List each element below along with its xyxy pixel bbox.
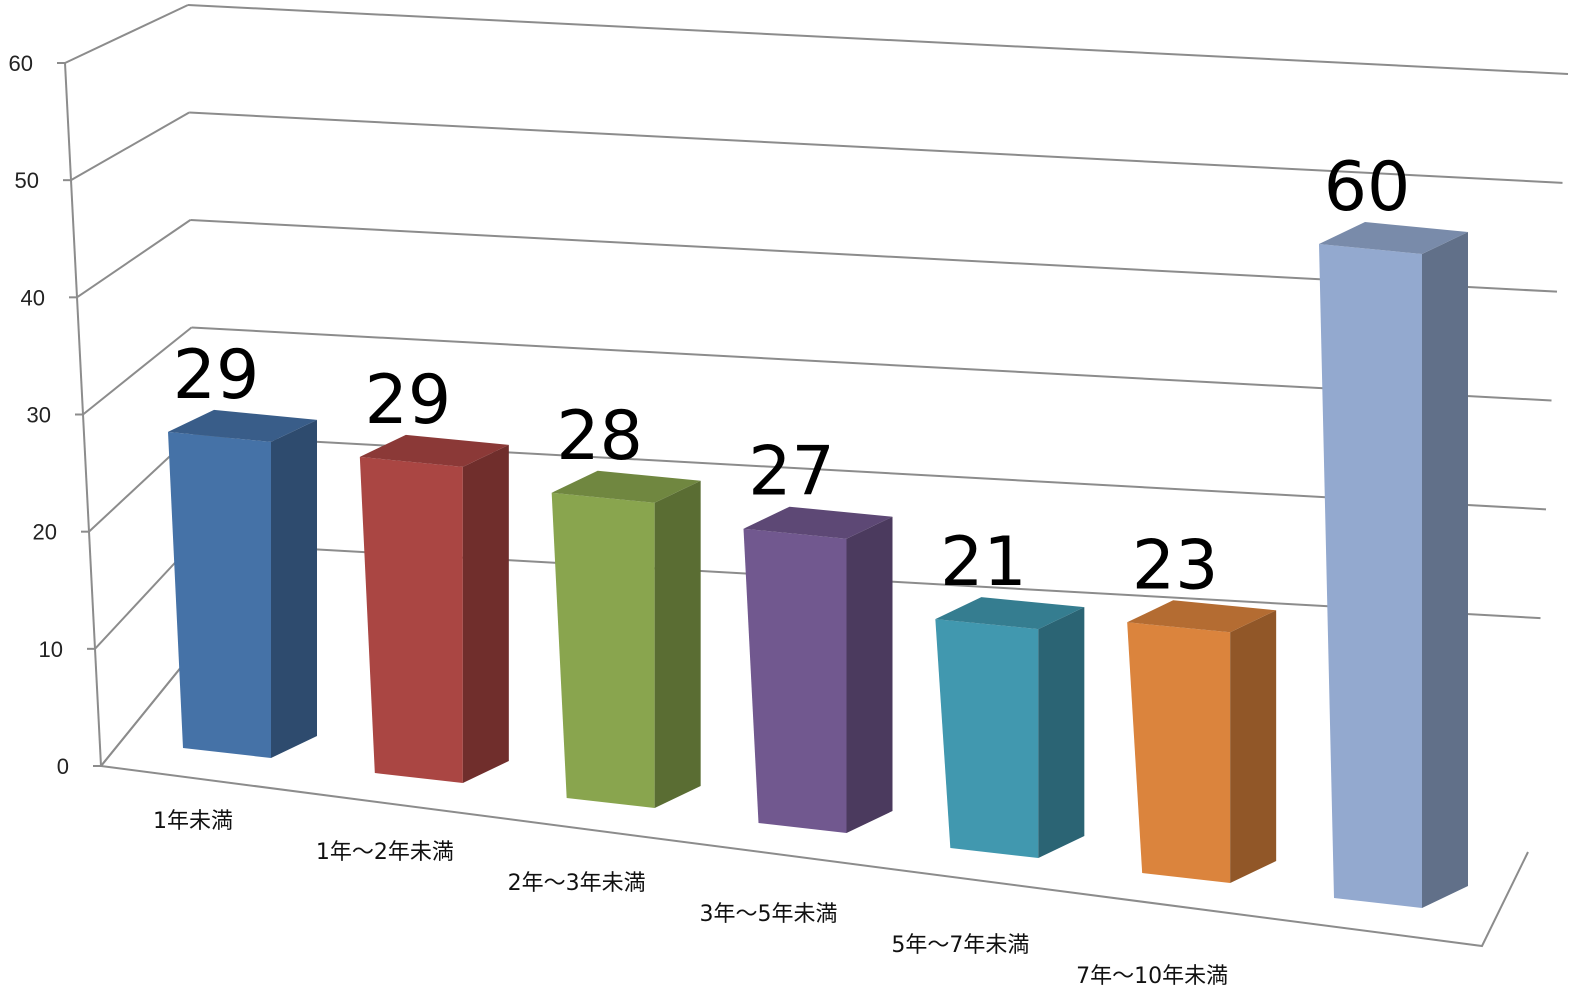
bar-top-face [1319,222,1468,254]
bar-front-face [1127,622,1231,883]
side-gridline [64,4,189,64]
bar-3 [551,470,701,808]
bar-6 [1127,600,1277,883]
y-tick-label: 10 [39,637,63,662]
bar-top-face [1127,600,1277,633]
y-tick-label: 20 [33,520,57,545]
bar-front-face [551,492,655,808]
bar-front-face [743,528,847,833]
y-axis-line [64,62,102,767]
bar-1 [168,409,317,758]
bar-front-face [359,456,463,783]
bar-front-face [935,619,1039,858]
x-tick-label: 2年～3年未満 [508,871,646,896]
bar-top-face [551,470,701,503]
bar-5 [935,597,1085,858]
x-tick-label: 5年～7年未満 [891,933,1029,958]
bars [168,222,1468,908]
data-label: 29 [173,336,260,415]
y-tick-label: 60 [9,51,33,76]
bar-top-face [743,506,893,539]
bar-side-face [1422,232,1468,908]
bar-side-face [462,444,509,783]
x-axis-ticks: 1年未満 1年～2年未満 2年～3年未満 3年～5年未満 5年～7年未満 7年～10年未満… [153,809,1228,989]
data-label: 21 [940,523,1027,602]
bar-top-face [168,409,317,442]
data-label: 60 [1324,148,1411,227]
data-label: 27 [748,433,835,512]
bar-front-face [168,431,271,758]
bar-side-face [271,419,317,758]
data-label: 29 [365,361,452,440]
bar-side-face [654,480,701,808]
x-tick-label: 1年未満 [153,809,233,834]
side-gridline [70,111,190,182]
bar-side-face [846,516,893,833]
bar-2 [359,434,509,783]
back-gridline [189,111,1563,184]
x-tick-label: 7年～10年未満 [1076,964,1228,989]
bar-side-face [1038,607,1085,858]
bar-front-face [1319,244,1422,908]
y-tick-label: 0 [57,754,69,779]
data-labels: 29 29 28 27 21 23 60 [173,148,1411,605]
y-tick-label: 50 [15,168,39,193]
side-gridline [82,326,193,416]
data-label: 28 [556,397,643,476]
floor-edges [99,649,1529,948]
y-tick-label: 40 [21,285,45,310]
y-tick-label: 30 [27,403,51,428]
bar-7 [1319,222,1468,908]
side-gridline [76,219,191,299]
bar-side-face [1230,610,1277,883]
bar-top-face [935,597,1085,630]
x-tick-label: 1年～2年未満 [316,840,454,865]
bar-4 [743,506,893,833]
y-axis-ticks: 0 10 20 30 40 50 60 [9,51,69,779]
bar-top-face [359,434,509,467]
x-tick-label: 3年～5年未満 [700,902,838,927]
data-label: 23 [1132,526,1219,605]
back-gridline [187,4,1569,75]
